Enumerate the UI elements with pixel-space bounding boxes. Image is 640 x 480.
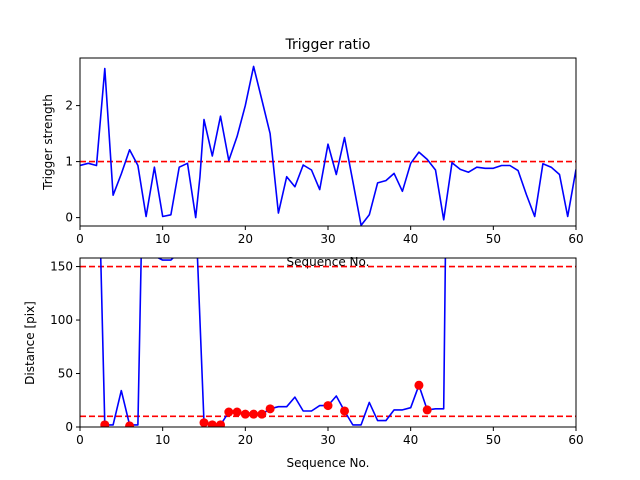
top-x-tick-label: 50 (486, 232, 501, 246)
bottom-x-tick-label: 0 (76, 433, 84, 447)
bottom-marker-point (216, 420, 226, 427)
top-y-tick-label: 2 (65, 99, 73, 113)
top-chart-area: 0 10 20 30 40 50 60 0 1 2 (65, 57, 584, 246)
bottom-y-tick-label: 50 (58, 367, 73, 381)
bottom-marker-point (323, 401, 333, 411)
bottom-marker-point (265, 404, 275, 414)
bottom-marker-point (414, 380, 424, 390)
top-x-tick-label: 20 (238, 232, 253, 246)
bottom-x-tick-label: 60 (568, 433, 583, 447)
top-y-tick-label: 0 (65, 211, 73, 225)
bottom-chart-area: 0 10 20 30 40 50 60 0 50 100 150 (50, 257, 584, 447)
bottom-marker-point (340, 406, 350, 416)
bottom-x-tick-label: 20 (238, 433, 253, 447)
chart-title: Trigger ratio (284, 37, 370, 53)
bottom-x-tick-label: 30 (320, 433, 335, 447)
top-plot-region (80, 65, 576, 226)
bottom-marker-point (240, 409, 250, 419)
top-x-tick-label: 60 (568, 232, 583, 246)
top-axes-frame (79, 57, 577, 227)
bottom-marker-point (125, 421, 135, 427)
bottom-marker-point (249, 409, 259, 419)
top-series-line (80, 65, 576, 226)
bottom-x-tick-label: 50 (486, 433, 501, 447)
top-y-tick-label: 1 (65, 155, 73, 169)
bottom-y-tick-label: 150 (50, 260, 73, 274)
bottom-x-tick-label: 10 (155, 433, 170, 447)
top-x-tick-label: 40 (403, 232, 418, 246)
bottom-x-tick-label: 40 (403, 433, 418, 447)
bottom-marker-point (207, 420, 217, 427)
bottom-marker-point (224, 407, 234, 417)
y-axis-label-top: Trigger strength (41, 94, 55, 191)
bottom-marker-point (257, 409, 267, 419)
top-x-tick-label: 0 (76, 232, 84, 246)
bottom-series-line (99, 258, 447, 426)
bottom-plot-region (80, 258, 576, 427)
y-axis-label-bottom: Distance [pix] (23, 301, 37, 385)
x-axis-label-bottom: Sequence No. (287, 456, 370, 470)
bottom-marker-point (100, 420, 110, 427)
bottom-marker-point (422, 405, 432, 415)
bottom-marker-point (199, 418, 209, 427)
top-x-tick-label: 30 (320, 232, 335, 246)
bottom-y-tick-label: 100 (50, 313, 73, 327)
top-x-tick-label: 10 (155, 232, 170, 246)
bottom-marker-point (232, 407, 242, 417)
bottom-y-tick-label: 0 (65, 420, 73, 434)
